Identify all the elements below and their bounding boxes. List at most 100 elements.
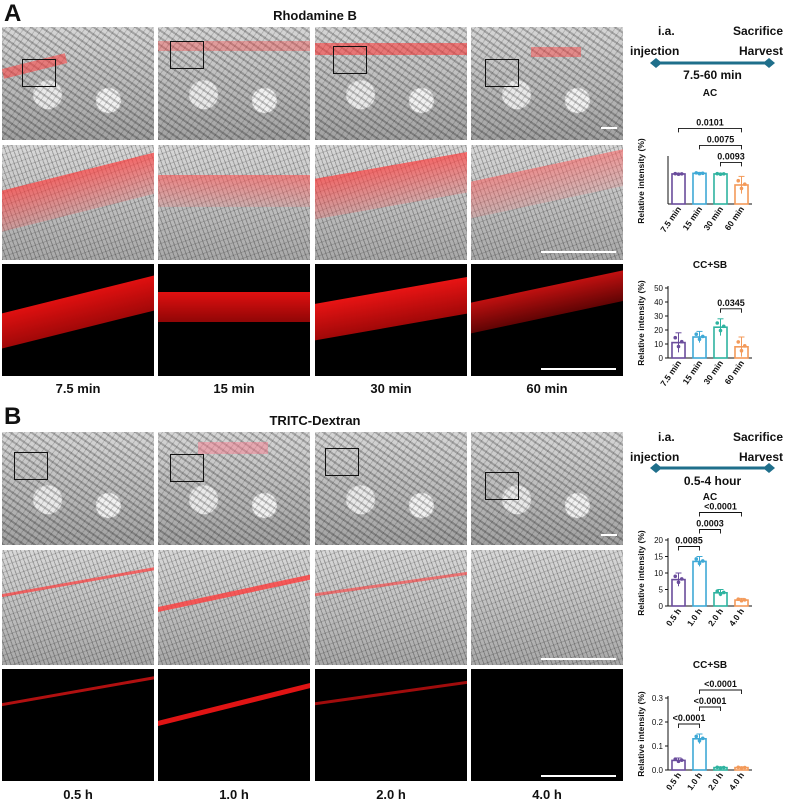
- data-point: [736, 178, 741, 183]
- time-label-b-3: 2.0 h: [376, 787, 406, 802]
- data-point: [715, 765, 720, 770]
- micrograph-b-overview-0-5h: [2, 432, 154, 545]
- fluorescence-a-15min: [158, 264, 310, 376]
- time-label-b-1: 0.5 h: [63, 787, 93, 802]
- y-tick-label: 15: [654, 553, 663, 562]
- data-point: [673, 335, 678, 340]
- micrograph-a-overview-30min: [315, 27, 467, 140]
- data-point: [718, 328, 723, 333]
- data-point: [700, 736, 705, 741]
- significance-bracket: [699, 529, 721, 534]
- data-point: [694, 557, 699, 561]
- timeline-b-left-bottom: injection: [630, 450, 680, 464]
- y-tick-label: 30: [654, 312, 663, 321]
- y-tick-label: 0.1: [652, 742, 664, 751]
- data-point: [715, 321, 720, 325]
- time-label-a-3: 30 min: [370, 381, 412, 396]
- p-value-label: 0.0085: [675, 536, 703, 546]
- data-point: [700, 334, 705, 339]
- bar: [671, 173, 686, 205]
- micrograph-b-overview-4-0h: [471, 432, 623, 545]
- y-axis-label: Relative intensity (%): [636, 280, 646, 366]
- fluorescence-b-0-5h: [2, 669, 154, 781]
- significance-bracket: [720, 308, 742, 313]
- p-value-label: 0.0075: [707, 134, 735, 144]
- bar: [713, 173, 728, 205]
- data-point: [700, 559, 705, 563]
- data-point: [673, 574, 678, 579]
- data-point: [697, 738, 702, 743]
- timeline-b-range: 0.5-4 hour: [683, 474, 742, 488]
- data-point: [739, 186, 744, 191]
- significance-bracket: [699, 512, 742, 517]
- data-point: [721, 590, 726, 595]
- x-tick-label: 1.0 h: [685, 770, 704, 792]
- x-tick-label: 7.5 min: [658, 204, 683, 234]
- bar-chart-b-ac: AC 0 5 10 15 20 Relative intensity (%) 0.5 h 1.0…: [636, 492, 752, 628]
- micrograph-b-overview-1-0h: [158, 432, 310, 545]
- timeline-b-left-top: i.a.: [658, 430, 675, 444]
- y-axis-label: Relative intensity (%): [636, 691, 646, 777]
- data-point: [673, 171, 678, 176]
- bar-chart-b-ccsb: CC+SB 0.0 0.1 0.2 0.3 Relative intensity (%) 0…: [636, 660, 752, 792]
- data-point: [697, 171, 702, 176]
- p-value-label: 0.0101: [696, 117, 724, 127]
- chart-title: CC+SB: [693, 260, 727, 271]
- y-axis-label: Relative intensity (%): [636, 530, 646, 616]
- x-tick-label: 4.0 h: [727, 770, 746, 792]
- data-point: [715, 171, 720, 176]
- timeline-b-arrow: [650, 463, 775, 473]
- x-tick-label: 60 min: [722, 204, 746, 232]
- micrograph-b-zoom-4-0h: [471, 550, 623, 665]
- timeline-b-right-bottom: Harvest: [739, 450, 784, 464]
- y-tick-label: 0: [659, 602, 664, 611]
- data-point: [718, 766, 723, 770]
- data-point: [736, 765, 741, 770]
- y-tick-label: 20: [654, 536, 663, 545]
- micrograph-b-zoom-2-0h: [315, 550, 467, 665]
- panel-a-title: Rhodamine B: [273, 8, 357, 23]
- data-point: [697, 561, 702, 566]
- data-point: [742, 598, 747, 602]
- bar: [692, 560, 707, 607]
- panel-b-title: TRITC-Dextran: [269, 413, 361, 428]
- micrograph-b-zoom-0-5h: [2, 550, 154, 665]
- significance-bracket: [678, 546, 700, 551]
- data-point: [718, 592, 723, 596]
- panel-letter-b: B: [4, 403, 22, 430]
- x-tick-label: 2.0 h: [706, 770, 725, 792]
- fluorescence-b-4-0h: [471, 669, 623, 781]
- data-point: [694, 332, 699, 336]
- data-point: [721, 172, 726, 176]
- micrograph-b-overview-2-0h: [315, 432, 467, 545]
- significance-bracket: [720, 161, 742, 167]
- x-tick-label: 2.0 h: [706, 606, 725, 628]
- x-tick-label: 4.0 h: [727, 606, 746, 628]
- micrograph-a-overview-15min: [158, 27, 310, 140]
- fluorescence-b-1-0h: [158, 669, 310, 781]
- x-tick-label: 30 min: [701, 204, 725, 232]
- time-label-b-4: 4.0 h: [532, 787, 562, 802]
- p-value-label: 0.0345: [717, 298, 745, 308]
- y-tick-label: 40: [654, 298, 663, 307]
- time-label-a-1: 7.5 min: [55, 381, 101, 396]
- data-point: [679, 172, 684, 176]
- time-label-a-4: 60 min: [526, 381, 568, 396]
- timeline-a-arrow: [650, 58, 775, 68]
- fluorescence-a-30min: [315, 264, 467, 376]
- data-point: [718, 172, 723, 176]
- micrograph-a-zoom-15min: [158, 145, 310, 260]
- data-point: [676, 759, 681, 764]
- data-point: [676, 580, 681, 585]
- fluorescence-a-60min: [471, 264, 623, 376]
- p-value-label: 0.0093: [717, 151, 745, 161]
- y-tick-label: 50: [654, 284, 663, 293]
- timeline-b-right-top: Sacrifice: [733, 430, 784, 444]
- y-tick-label: 0.3: [652, 694, 664, 703]
- bar: [692, 172, 707, 205]
- timeline-a-right-bottom: Harvest: [739, 44, 784, 58]
- y-tick-label: 5: [659, 586, 664, 595]
- data-point: [739, 348, 744, 353]
